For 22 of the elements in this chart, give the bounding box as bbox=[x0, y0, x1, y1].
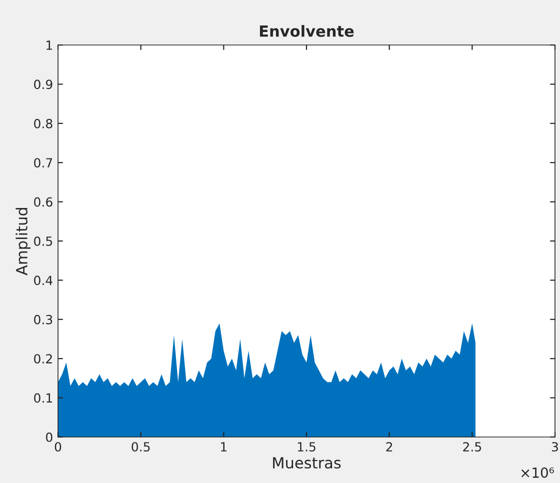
x-axis-title: Muestras bbox=[273, 457, 341, 469]
y-tick-label: 0.6 bbox=[34, 197, 52, 207]
y-tick-label: 0.4 bbox=[34, 276, 52, 286]
x-tick-label: 0.5 bbox=[132, 442, 150, 452]
chart-title: Envolvente bbox=[260, 25, 354, 37]
y-tick-label: 0.1 bbox=[34, 393, 52, 403]
text: ×10⁶ bbox=[521, 467, 554, 478]
y-tick-label: 0.5 bbox=[34, 236, 52, 246]
y-tick-label: 1 bbox=[46, 40, 52, 50]
y-tick-label: 0.3 bbox=[34, 314, 52, 324]
x-tick-label: 2 bbox=[386, 442, 392, 452]
y-tick-label: 0 bbox=[46, 432, 52, 442]
y-tick-label: 0.7 bbox=[34, 158, 52, 168]
y-axis-title: Amplitud bbox=[16, 208, 30, 276]
x-tick-label: 2.5 bbox=[463, 442, 482, 452]
x-tick-label: 3 bbox=[552, 442, 558, 452]
x-tick-label: 1 bbox=[221, 442, 226, 452]
y-tick-label: 0.2 bbox=[34, 354, 52, 364]
y-tick-label: 0.9 bbox=[34, 80, 52, 90]
x-tick-label: 0 bbox=[54, 442, 62, 452]
y-tick-label: 0.8 bbox=[34, 118, 52, 128]
x-tick-label: 1.5 bbox=[298, 442, 316, 452]
